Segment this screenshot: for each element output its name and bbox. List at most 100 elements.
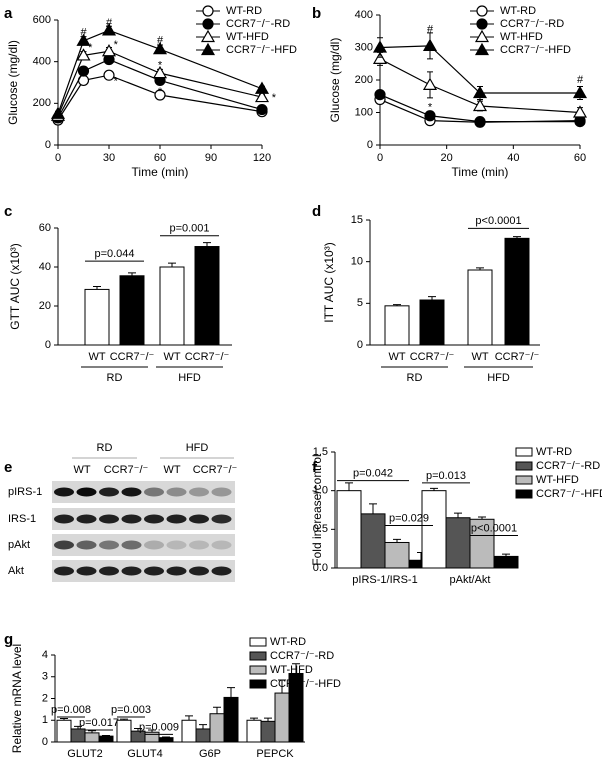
data-point — [76, 33, 91, 46]
panel-letter: g — [4, 631, 13, 648]
y-tick-label: 400 — [33, 56, 51, 68]
group-label: RD — [107, 372, 123, 384]
legend-label: CCR7⁻/⁻-RD — [226, 18, 290, 30]
y-tick-label: 300 — [355, 41, 373, 53]
blot-band — [121, 514, 142, 524]
data-point — [50, 106, 66, 119]
bar — [421, 490, 447, 569]
y-tick-label: 0.5 — [313, 523, 328, 535]
annotation: * — [428, 102, 433, 114]
legend-marker — [202, 5, 214, 17]
legend-label: WT-HFD — [226, 31, 269, 43]
legend-label: WT-RD — [270, 636, 306, 648]
legend-marker — [200, 42, 216, 56]
bar — [445, 517, 471, 569]
error-bar — [476, 267, 484, 270]
annotation: p<0.0001 — [475, 215, 521, 227]
group-label: HFD — [487, 372, 510, 384]
y-tick-label: 40 — [39, 261, 51, 273]
group-label: RD — [407, 372, 423, 384]
y-tick-label: 600 — [33, 14, 51, 26]
data-point — [572, 105, 588, 118]
blot-band — [54, 487, 74, 497]
blot-lane: CCR7⁻/⁻ — [104, 464, 149, 476]
blot-strip — [52, 508, 235, 530]
bar — [384, 305, 410, 346]
blot-band — [189, 566, 209, 576]
x-tick-label: GLUT4 — [127, 748, 162, 760]
annotation: p=0.003 — [111, 704, 151, 716]
error-bar — [278, 679, 286, 694]
error-bar — [199, 724, 207, 729]
annotation: p=0.029 — [389, 512, 429, 524]
annotation: * — [88, 42, 93, 54]
blot-band — [76, 566, 97, 576]
panel-letter: e — [4, 459, 12, 476]
blot-group: RD — [97, 442, 113, 454]
x-tick-label: 60 — [574, 152, 586, 164]
blot-band — [144, 540, 164, 550]
annotation: # — [577, 74, 584, 86]
y-tick-label: 10 — [351, 256, 363, 268]
legend-swatch — [249, 651, 267, 661]
bar — [493, 555, 519, 569]
y-tick-label: 0 — [45, 139, 51, 151]
legend-marker — [474, 29, 490, 43]
legend-marker — [476, 18, 488, 30]
annotation: * — [158, 86, 163, 98]
blot-band — [166, 540, 187, 550]
bar — [56, 719, 72, 743]
legend-label: CCR7⁻/⁻-RD — [270, 650, 334, 662]
x-tick-label: CCR7⁻/⁻ — [110, 351, 155, 363]
data-point — [152, 65, 168, 79]
annotation: p=0.042 — [353, 468, 393, 480]
x-tick-label: WT — [471, 351, 488, 363]
legend-label: WT-RD — [500, 5, 536, 17]
legend-swatch — [515, 475, 533, 485]
bar — [467, 269, 493, 346]
blot-lane: CCR7⁻/⁻ — [193, 464, 238, 476]
legend-label: WT-HFD — [270, 664, 313, 676]
bar — [181, 719, 197, 743]
error-bar — [134, 728, 142, 732]
blot-band — [99, 540, 119, 550]
blot-band — [76, 540, 97, 550]
y-tick-label: 15 — [351, 214, 363, 226]
x-tick-label: WT — [88, 351, 105, 363]
bar — [384, 541, 410, 569]
error-bar — [162, 736, 170, 738]
data-point — [572, 85, 588, 99]
bar — [360, 513, 386, 569]
series-line — [379, 45, 580, 94]
blot-band — [121, 487, 142, 497]
error-bar — [430, 487, 438, 491]
bar — [194, 246, 220, 346]
data-point — [254, 89, 270, 103]
blot-band — [166, 487, 187, 497]
blot-band — [189, 514, 209, 524]
x-tick-label: 0 — [55, 152, 61, 164]
annotation: # — [427, 24, 434, 36]
x-tick-label: WT — [388, 351, 405, 363]
error-bar — [393, 304, 401, 306]
x-tick-label: CCR7⁻/⁻ — [495, 351, 540, 363]
blot-band — [76, 487, 97, 497]
data-point — [474, 115, 486, 128]
y-tick-label: 0 — [42, 736, 48, 748]
blot-band — [189, 540, 209, 550]
y-tick-label: 1.0 — [313, 485, 328, 497]
blot-band — [144, 487, 164, 497]
annotation: * — [114, 75, 119, 87]
x-tick-label: 0 — [377, 152, 383, 164]
y-tick-label: 200 — [33, 97, 51, 109]
panel-letter: f — [312, 459, 318, 476]
legend-label: WT-RD — [226, 5, 262, 17]
panel-letter: c — [4, 203, 12, 220]
annotation: p=0.017 — [79, 717, 119, 729]
blot-band — [76, 514, 97, 524]
y-tick-label: 400 — [355, 9, 373, 21]
blot-band — [211, 487, 232, 497]
y-tick-label: 1.5 — [313, 446, 328, 458]
error-bar — [250, 717, 258, 721]
